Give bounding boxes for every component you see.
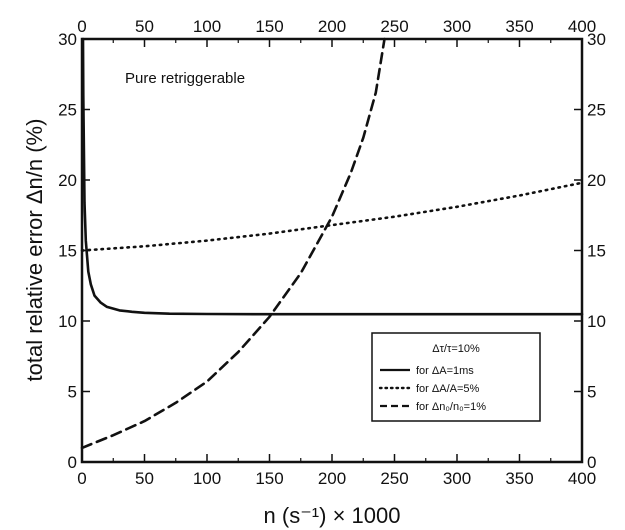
y-tick-label-left: 10 [58, 312, 77, 331]
series-line-dotted [80, 181, 584, 252]
y-tick-label-right: 0 [587, 453, 596, 472]
legend-entry-dotted: for ΔA/A=5% [416, 383, 480, 395]
y-tick-label-right: 10 [587, 312, 606, 331]
x-tick-label-top: 50 [135, 17, 154, 36]
x-tick-label-bottom: 50 [135, 469, 154, 488]
axis-ticks [81, 38, 583, 463]
x-tick-label-top: 350 [505, 17, 533, 36]
x-tick-label-bottom: 300 [443, 469, 471, 488]
x-tick-label-bottom: 200 [318, 469, 346, 488]
legend: Δτ/τ=10% for ΔA=1ms for ΔA/A=5% for Δn₀/… [371, 332, 541, 422]
x-tick-label-top: 300 [443, 17, 471, 36]
y-tick-label-right: 25 [587, 101, 606, 120]
x-tick-label-bottom: 400 [568, 469, 596, 488]
legend-box [371, 332, 541, 422]
y-tick-label-left: 30 [58, 30, 77, 49]
y-tick-label-left: 0 [68, 453, 77, 472]
y-tick-label-right: 20 [587, 171, 606, 190]
y-axis-title: total relative error Δn/n (%) [22, 119, 47, 382]
y-tick-label-right: 30 [587, 30, 606, 49]
x-tick-label-top: 0 [77, 17, 86, 36]
x-tick-label-top: 250 [380, 17, 408, 36]
x-tick-label-bottom: 350 [505, 469, 533, 488]
x-tick-label-top: 200 [318, 17, 346, 36]
x-tick-label-bottom: 100 [193, 469, 221, 488]
series-group [80, 37, 584, 450]
axis-tick-labels: 0050501001001501502002002502503003003503… [58, 17, 606, 488]
x-tick-label-top: 150 [255, 17, 283, 36]
y-tick-label-right: 5 [587, 383, 596, 402]
y-tick-label-left: 5 [68, 383, 77, 402]
x-tick-label-top: 400 [568, 17, 596, 36]
x-tick-label-bottom: 250 [380, 469, 408, 488]
y-tick-label-left: 20 [58, 171, 77, 190]
legend-entry-solid: for ΔA=1ms [416, 365, 474, 377]
series-line-dashed [80, 37, 386, 450]
x-tick-label-bottom: 150 [255, 469, 283, 488]
y-tick-label-right: 15 [587, 242, 606, 261]
legend-entry-dashed: for Δn₀/n₀=1% [416, 401, 486, 413]
x-axis-title: n (s⁻¹) × 1000 [264, 503, 401, 528]
annotation-text: Pure retriggerable [125, 70, 245, 87]
y-tick-label-left: 15 [58, 242, 77, 261]
y-tick-label-left: 25 [58, 101, 77, 120]
series-line-solid [81, 37, 584, 316]
legend-title: Δτ/τ=10% [432, 343, 480, 355]
x-tick-label-top: 100 [193, 17, 221, 36]
x-tick-label-bottom: 0 [77, 469, 86, 488]
